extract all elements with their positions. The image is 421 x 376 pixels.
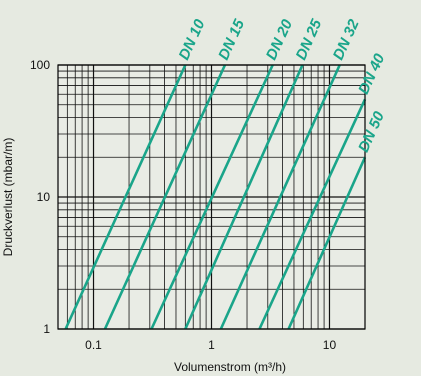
- x-tick-label: 0.1: [85, 338, 102, 352]
- series-line-dn-20: [150, 64, 274, 330]
- x-axis-label: Volumenstrom (m³/h): [174, 360, 286, 374]
- x-tick-labels: 0.1 1 10: [85, 338, 336, 352]
- series-line-dn-40: [258, 98, 367, 330]
- y-tick-labels: 1 10 100: [30, 58, 50, 336]
- series-line-dn-50: [287, 156, 367, 330]
- series-line-dn-32: [219, 64, 341, 330]
- series-line-dn-10: [64, 64, 187, 330]
- y-tick-label: 10: [37, 190, 51, 204]
- x-tick-label: 1: [208, 338, 215, 352]
- x-tick-label: 10: [323, 338, 337, 352]
- y-tick-label: 100: [30, 58, 50, 72]
- plot-frame: [57, 64, 366, 330]
- y-tick-label: 1: [43, 322, 50, 336]
- series-line-dn-15: [103, 64, 227, 330]
- y-axis-label: Druckverlust (mbar/m): [1, 138, 15, 257]
- series-lines: [64, 64, 367, 330]
- series-line-dn-25: [184, 64, 304, 330]
